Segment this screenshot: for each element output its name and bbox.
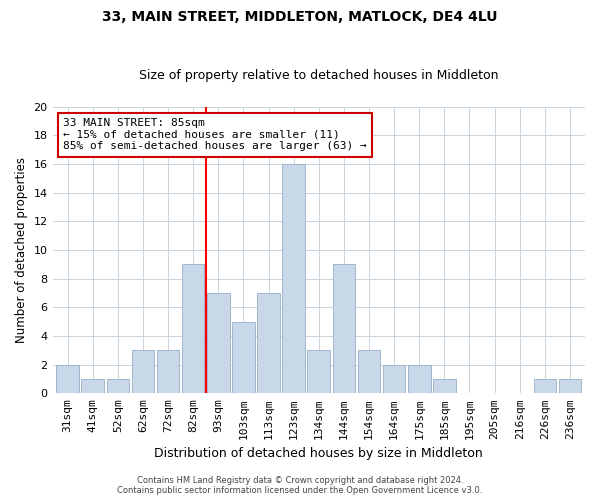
Bar — [283, 164, 305, 394]
Title: Size of property relative to detached houses in Middleton: Size of property relative to detached ho… — [139, 69, 499, 82]
Bar — [82, 379, 104, 394]
Y-axis label: Number of detached properties: Number of detached properties — [15, 157, 28, 343]
X-axis label: Distribution of detached houses by size in Middleton: Distribution of detached houses by size … — [154, 447, 483, 460]
Bar — [533, 379, 556, 394]
Bar — [307, 350, 330, 394]
Bar — [433, 379, 455, 394]
Bar — [358, 350, 380, 394]
Bar — [383, 364, 406, 394]
Bar — [232, 322, 255, 394]
Bar — [207, 293, 230, 394]
Text: 33 MAIN STREET: 85sqm
← 15% of detached houses are smaller (11)
85% of semi-deta: 33 MAIN STREET: 85sqm ← 15% of detached … — [63, 118, 367, 152]
Bar — [182, 264, 205, 394]
Bar — [559, 379, 581, 394]
Bar — [408, 364, 431, 394]
Bar — [257, 293, 280, 394]
Bar — [332, 264, 355, 394]
Bar — [157, 350, 179, 394]
Text: Contains HM Land Registry data © Crown copyright and database right 2024.
Contai: Contains HM Land Registry data © Crown c… — [118, 476, 482, 495]
Bar — [56, 364, 79, 394]
Bar — [131, 350, 154, 394]
Text: 33, MAIN STREET, MIDDLETON, MATLOCK, DE4 4LU: 33, MAIN STREET, MIDDLETON, MATLOCK, DE4… — [102, 10, 498, 24]
Bar — [107, 379, 129, 394]
